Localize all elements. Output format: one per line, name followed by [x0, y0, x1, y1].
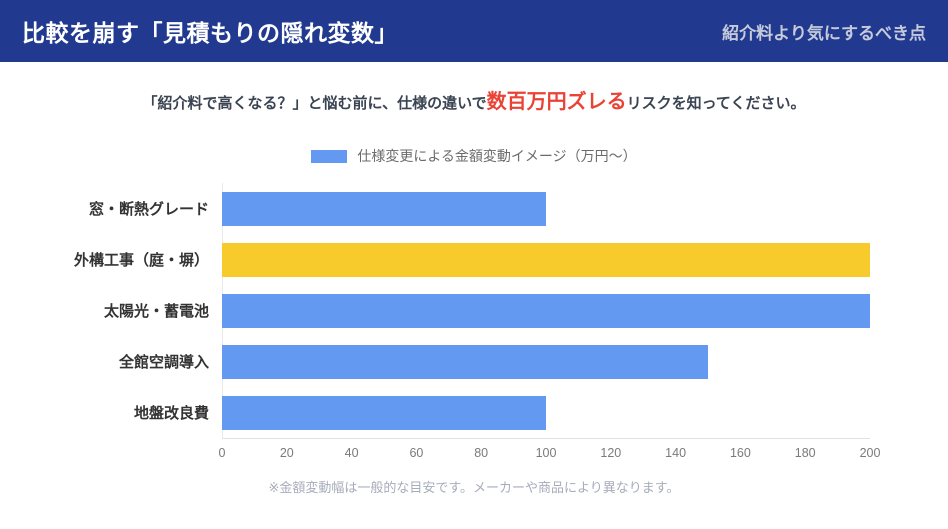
header-bar: 比較を崩す「見積もりの隠れ変数」 紹介料より気にするべき点 [0, 0, 948, 62]
bar-0 [222, 191, 546, 226]
x-tick-label: 200 [859, 446, 881, 460]
category-label: 窓・断熱グレード [88, 201, 209, 218]
category-label: 太陽光・蓄電池 [103, 303, 209, 320]
x-tick-label: 80 [474, 446, 489, 460]
chart-row: 太陽光・蓄電池 [0, 285, 948, 336]
bar-track [222, 242, 870, 277]
chart-row: 地盤改良費 [0, 387, 948, 438]
lead-text: 「紹介料で高くなる？」と悩む前に、仕様の違いで数百万円ズレるリスクを知ってくださ… [0, 90, 948, 116]
chart-row: 外構工事（庭・塀） [0, 234, 948, 285]
bar-track [222, 395, 870, 430]
category-label: 外構工事（庭・塀） [73, 252, 209, 269]
lead-text-highlight: 数百万円ズレる [486, 91, 627, 113]
lead-text-prefix: 「紹介料で高くなる？」と悩む前に、仕様の違いで [142, 95, 487, 112]
x-tick-label: 20 [279, 446, 294, 460]
bar-track [222, 191, 870, 226]
category-label: 地盤改良費 [133, 405, 209, 422]
chart-row: 全館空調導入 [0, 336, 948, 387]
bar-track [222, 293, 870, 328]
lead-text-suffix: リスクを知ってください。 [626, 95, 806, 112]
bar-chart: 窓・断熱グレード外構工事（庭・塀） 太陽光・蓄電池全館空調導入地盤改良費 0 20 4… [0, 183, 948, 461]
x-axis-line [222, 438, 870, 439]
legend-swatch [311, 149, 348, 163]
bar-2 [222, 293, 870, 328]
x-axis: 0 20 40 60 80 100 120 140 160 180 200 [218, 439, 881, 461]
bar-4 [222, 395, 546, 430]
bar-1 [222, 242, 870, 277]
chart-row: 窓・断熱グレード [0, 183, 948, 234]
bar-track [222, 344, 870, 379]
x-tick-label: 120 [600, 446, 622, 460]
category-label: 全館空調導入 [118, 354, 209, 371]
page-title: 比較を崩す「見積もりの隠れ変数」 [22, 20, 398, 46]
x-tick-label: 160 [729, 446, 751, 460]
x-tick-label: 100 [535, 446, 557, 460]
x-tick-label: 0 [218, 446, 226, 460]
x-tick-label: 180 [794, 446, 816, 460]
header-right-note: 紹介料より気にするべき点 [722, 23, 926, 43]
bar-3 [222, 344, 708, 379]
chart-legend-item[interactable]: 仕様変更による金額変動イメージ（万円〜） [0, 146, 948, 166]
x-tick-label: 60 [409, 446, 424, 460]
x-tick-label: 140 [665, 446, 687, 460]
disclaimer-note: ※金額変動幅は一般的な目安です。メーカーや商品により異なります。 [268, 480, 680, 495]
x-tick-label: 40 [344, 446, 359, 460]
legend-label: 仕様変更による金額変動イメージ（万円〜） [357, 148, 637, 164]
chart-rows: 窓・断熱グレード外構工事（庭・塀） 太陽光・蓄電池全館空調導入地盤改良費 [0, 183, 948, 438]
